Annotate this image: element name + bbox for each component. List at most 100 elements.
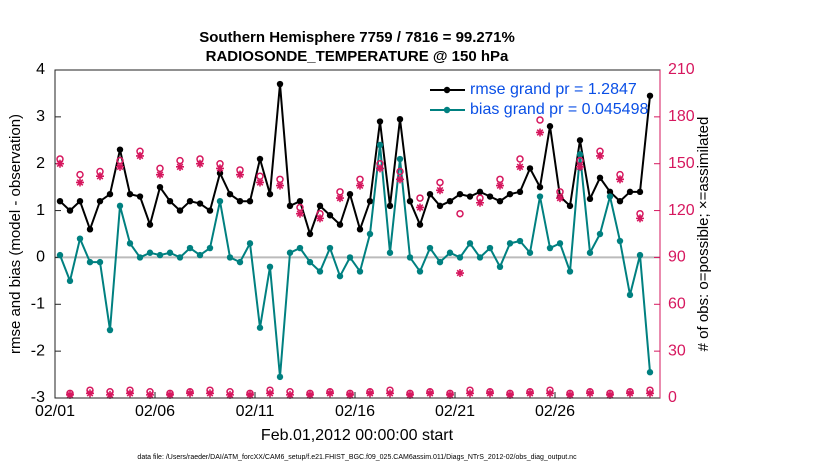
y2-tick-label: 120	[668, 202, 695, 219]
y2-axis-label: # of obs: o=possible; ×=assimilated	[695, 117, 712, 352]
point	[466, 240, 474, 247]
point	[276, 80, 284, 88]
y-tick-label: -3	[31, 389, 45, 406]
point	[526, 249, 534, 256]
legend-label: bias grand pr = 0.045498	[470, 101, 648, 118]
assimilated-marker	[526, 389, 534, 398]
assimilated-marker	[606, 390, 614, 399]
point	[226, 254, 234, 261]
assimilated-marker	[176, 162, 184, 171]
point	[166, 249, 174, 256]
assimilated-marker	[376, 164, 384, 173]
assimilated-marker	[596, 151, 604, 160]
assimilated-marker	[316, 214, 324, 223]
assimilated-marker	[426, 389, 434, 398]
y2-tick-label: 150	[668, 155, 695, 172]
point	[426, 244, 434, 252]
point	[526, 165, 534, 172]
assimilated-marker	[456, 269, 464, 278]
point	[516, 237, 524, 245]
assimilated-marker	[506, 390, 514, 399]
point	[216, 169, 224, 177]
point	[496, 198, 504, 205]
point	[626, 188, 634, 196]
point	[196, 251, 204, 259]
assimilated-marker	[196, 159, 204, 168]
assimilated-marker	[476, 198, 484, 207]
point	[506, 190, 514, 198]
y2-tick-label: 60	[668, 296, 686, 313]
assimilated-marker	[246, 390, 254, 399]
assimilated-marker	[536, 128, 544, 137]
assimilated-marker	[566, 390, 574, 399]
point	[216, 198, 224, 205]
point	[156, 251, 164, 259]
assimilated-marker	[366, 389, 374, 398]
plot-area	[55, 70, 660, 398]
point	[596, 230, 604, 238]
point	[176, 207, 184, 214]
point	[486, 193, 494, 200]
possible-marker	[516, 155, 524, 163]
x-tick-label: 02/21	[435, 403, 475, 420]
point	[286, 249, 294, 256]
possible-marker	[536, 116, 544, 124]
assimilated-marker	[226, 390, 234, 399]
point	[66, 207, 74, 214]
point	[576, 151, 584, 158]
point	[516, 188, 524, 196]
assimilated-marker	[416, 203, 424, 212]
point	[446, 198, 454, 205]
assimilated-marker	[646, 389, 654, 398]
assimilated-marker	[66, 390, 74, 399]
point	[616, 198, 624, 205]
assimilated-marker	[516, 162, 524, 171]
possible-marker	[396, 167, 404, 176]
assimilated-marker	[166, 390, 174, 399]
point	[476, 188, 484, 196]
point	[386, 249, 394, 256]
point	[136, 193, 144, 200]
point	[456, 190, 464, 198]
point	[446, 249, 454, 256]
point	[86, 226, 94, 233]
point	[106, 190, 114, 198]
possible-marker	[436, 178, 444, 187]
point	[206, 207, 214, 214]
point	[346, 190, 354, 198]
point	[606, 193, 614, 200]
point	[396, 155, 404, 163]
assimilated-marker	[556, 194, 564, 203]
point	[326, 244, 334, 252]
assimilated-marker	[636, 214, 644, 223]
assimilated-marker	[436, 186, 444, 195]
point	[56, 198, 64, 205]
point	[226, 190, 234, 198]
point	[546, 244, 554, 252]
point	[496, 263, 504, 270]
point	[476, 254, 484, 261]
assimilated-marker	[486, 389, 494, 398]
possible-marker	[76, 170, 84, 179]
point	[336, 221, 344, 228]
point	[626, 291, 634, 299]
point	[536, 193, 544, 200]
y-tick-label: 3	[36, 108, 45, 125]
point	[406, 198, 414, 205]
x-tick-label: 02/26	[535, 403, 575, 420]
point	[56, 251, 64, 259]
point	[176, 254, 184, 261]
point	[536, 183, 544, 191]
assimilated-marker	[136, 151, 144, 160]
point	[206, 244, 214, 252]
point	[596, 174, 604, 181]
point	[76, 235, 84, 242]
point	[606, 188, 614, 196]
assimilated-marker	[626, 389, 634, 398]
assimilated-marker	[356, 181, 364, 190]
point	[376, 141, 384, 149]
point	[636, 188, 644, 196]
point	[306, 258, 314, 266]
series-line	[59, 83, 651, 238]
